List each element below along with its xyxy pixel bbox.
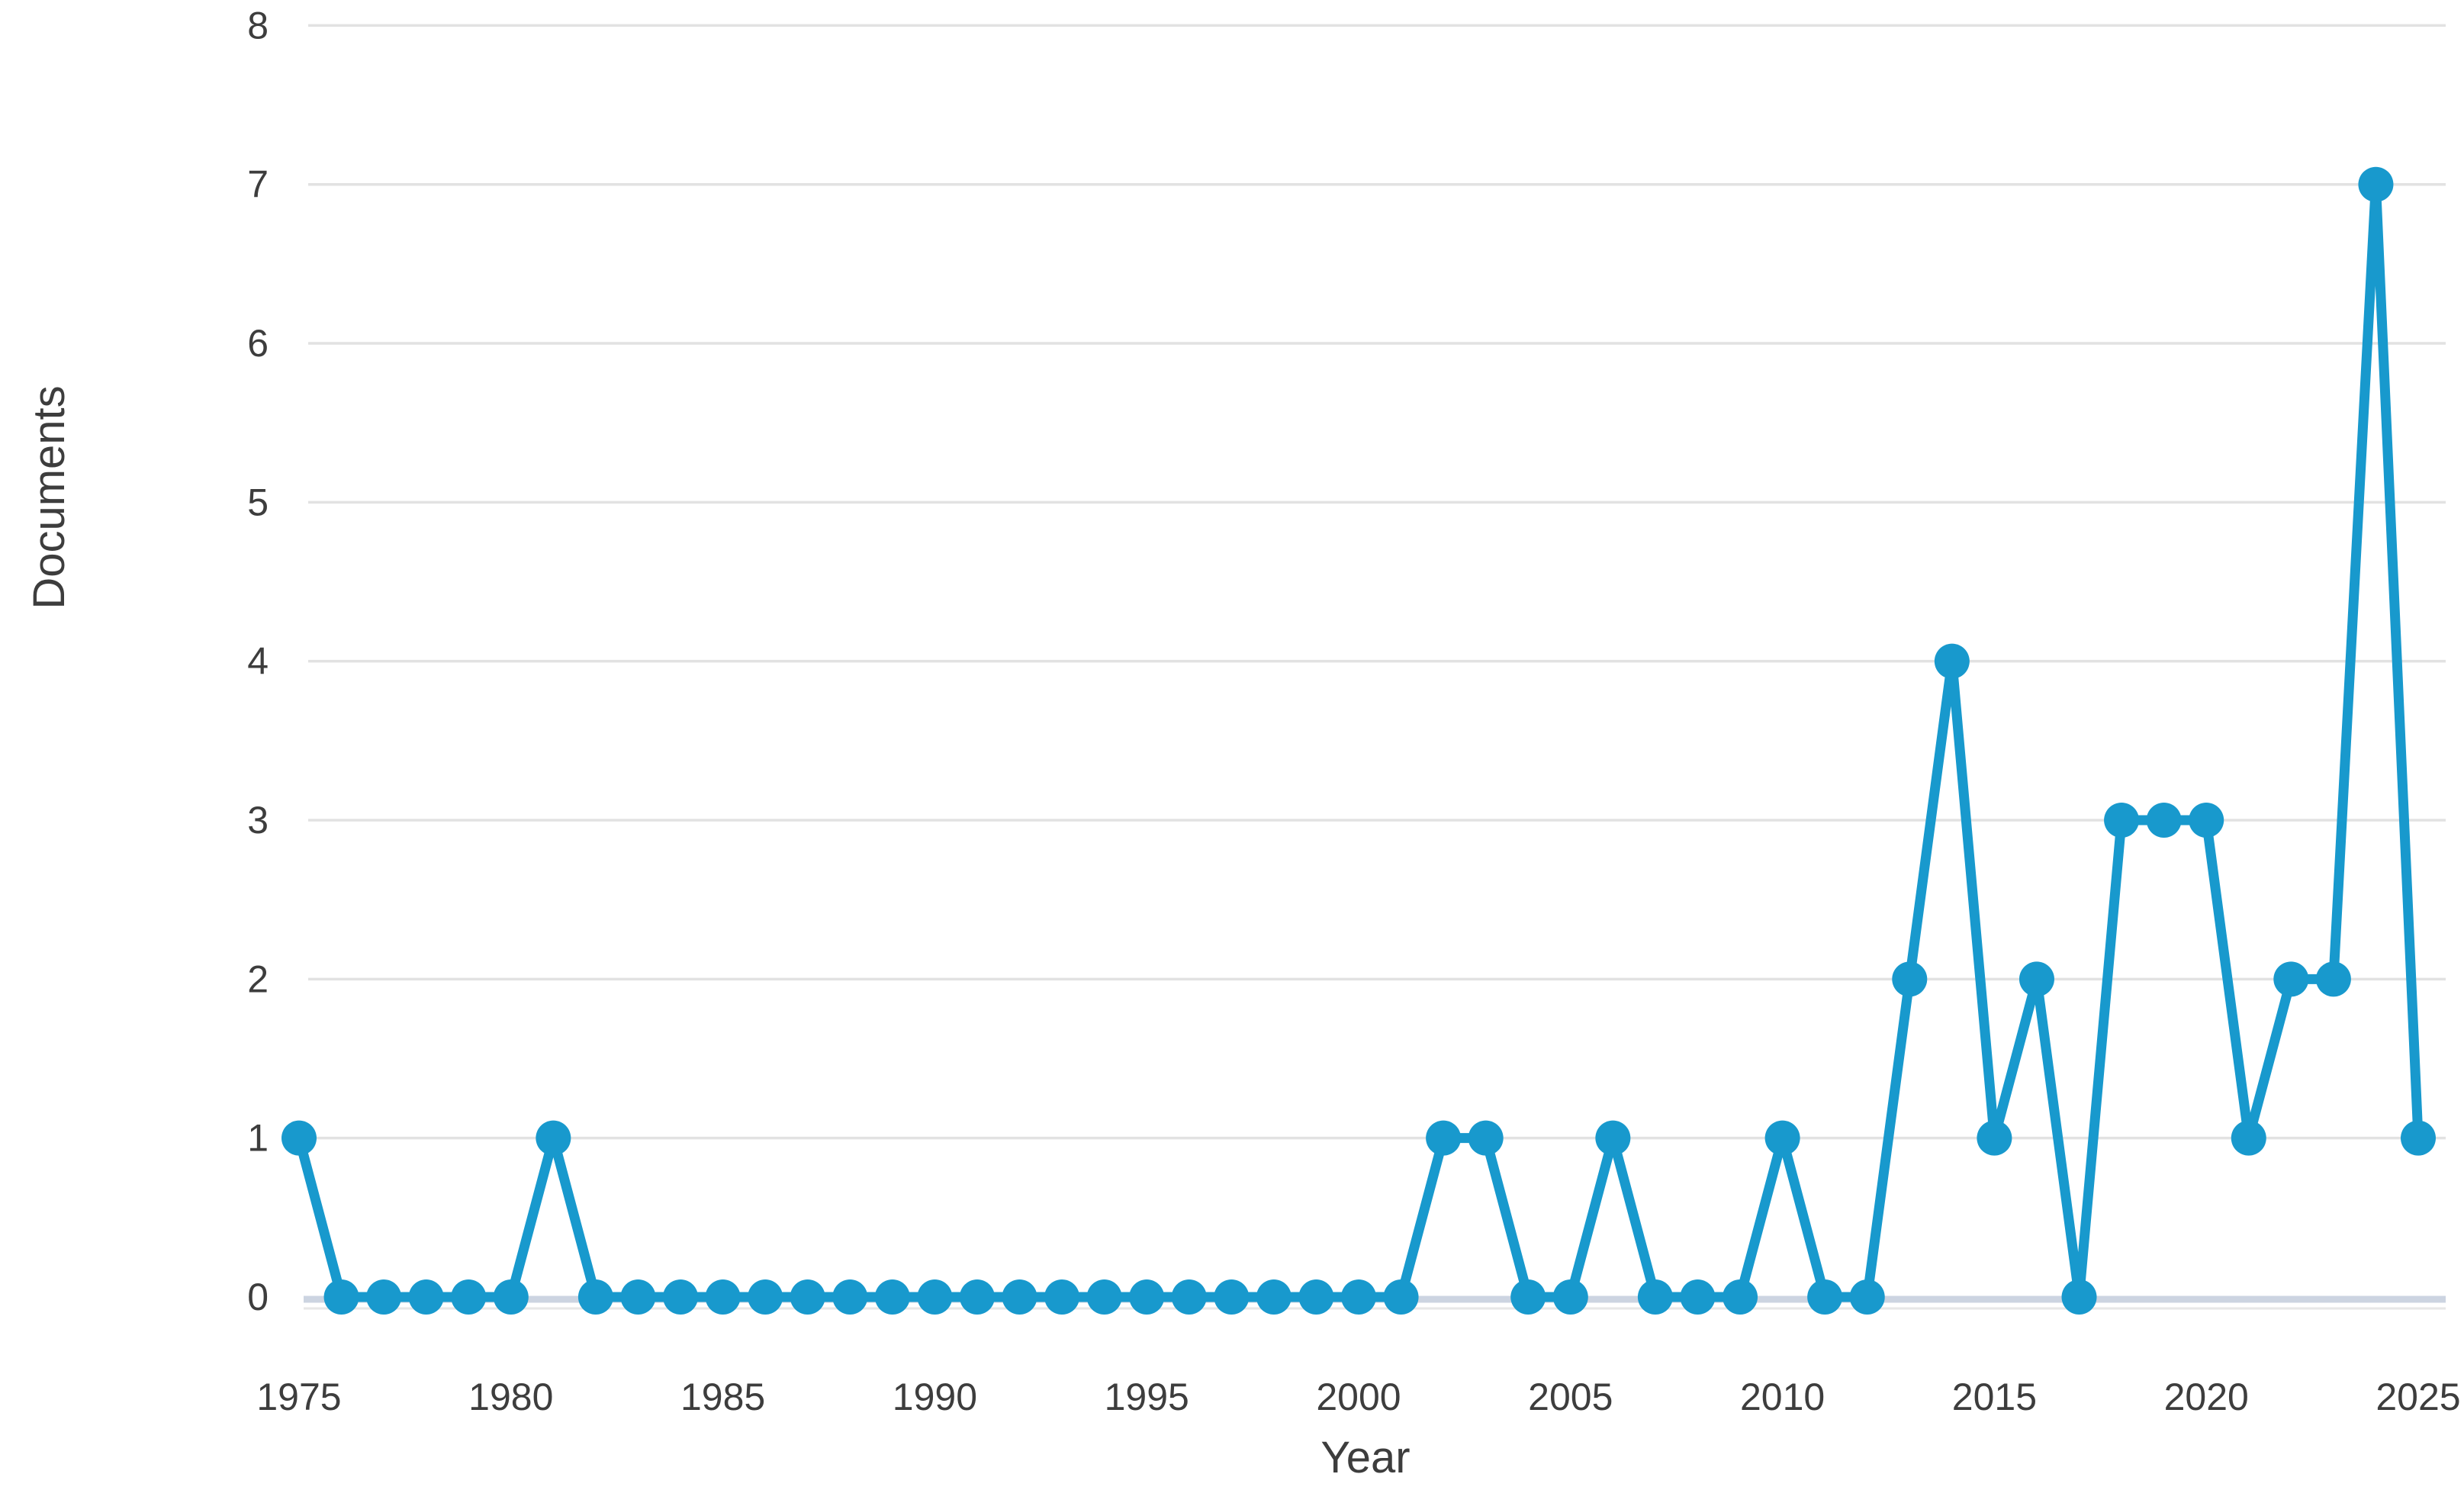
data-point-2014[interactable] [1934, 643, 1970, 679]
data-point-1988[interactable] [832, 1279, 868, 1315]
data-point-1998[interactable] [1256, 1279, 1292, 1315]
data-point-2024[interactable] [2358, 166, 2394, 202]
data-point-1975[interactable] [281, 1120, 317, 1156]
data-point-1979[interactable] [451, 1279, 487, 1315]
data-point-1990[interactable] [917, 1279, 953, 1315]
data-point-2017[interactable] [2061, 1279, 2097, 1315]
x-tick-label-2020: 2020 [2164, 1376, 2249, 1418]
x-tick-label-1995: 1995 [1105, 1376, 1189, 1418]
data-point-1991[interactable] [959, 1279, 995, 1315]
data-point-2016[interactable] [2018, 961, 2054, 997]
data-point-2018[interactable] [2104, 803, 2140, 838]
data-point-2013[interactable] [1892, 961, 1928, 997]
data-point-2025[interactable] [2401, 1120, 2436, 1156]
data-point-2002[interactable] [1426, 1120, 1462, 1156]
data-point-2008[interactable] [1680, 1279, 1716, 1315]
data-point-1980[interactable] [493, 1279, 529, 1315]
gridlines-group [308, 24, 2446, 1140]
x-tick-label-2025: 2025 [2376, 1376, 2460, 1418]
data-point-2021[interactable] [2231, 1120, 2266, 1156]
data-point-1996[interactable] [1171, 1279, 1207, 1315]
data-point-2003[interactable] [1468, 1120, 1504, 1156]
x-tick-label-2005: 2005 [1528, 1376, 1613, 1418]
data-point-2001[interactable] [1383, 1279, 1419, 1315]
data-point-2022[interactable] [2273, 961, 2309, 997]
data-point-1984[interactable] [663, 1279, 699, 1315]
x-tick-label-1990: 1990 [893, 1376, 977, 1418]
data-point-2000[interactable] [1341, 1279, 1376, 1315]
y-tick-label-3: 3 [247, 799, 269, 842]
y-tick-label-4: 4 [247, 640, 269, 683]
data-point-2019[interactable] [2146, 803, 2182, 838]
x-axis-title: Year [1320, 1433, 1410, 1482]
data-point-2023[interactable] [2315, 961, 2351, 997]
data-point-2007[interactable] [1637, 1279, 1673, 1315]
data-point-1983[interactable] [620, 1279, 656, 1315]
x-tick-label-2000: 2000 [1316, 1376, 1401, 1418]
data-point-1986[interactable] [748, 1279, 783, 1315]
data-point-1989[interactable] [874, 1279, 910, 1315]
y-tick-label-1: 1 [247, 1117, 269, 1160]
data-point-2004[interactable] [1510, 1279, 1546, 1315]
x-tick-label-1980: 1980 [468, 1376, 553, 1418]
data-point-2005[interactable] [1552, 1279, 1588, 1315]
y-tick-label-0: 0 [247, 1276, 269, 1318]
y-tick-label-6: 6 [247, 322, 269, 365]
data-point-1985[interactable] [705, 1279, 741, 1315]
x-tick-label-1975: 1975 [256, 1376, 341, 1418]
data-point-1978[interactable] [408, 1279, 444, 1315]
data-point-1999[interactable] [1298, 1279, 1334, 1315]
data-point-2020[interactable] [2189, 803, 2224, 838]
y-axis-tick-labels: 0 1 2 3 4 5 6 7 8 [247, 4, 269, 1318]
y-tick-label-2: 2 [247, 957, 269, 1000]
data-point-1992[interactable] [1002, 1279, 1037, 1315]
documents-trend-line [294, 179, 2424, 1302]
data-point-2012[interactable] [1849, 1279, 1885, 1315]
y-axis-title: Documents [24, 385, 74, 609]
data-point-1995[interactable] [1129, 1279, 1165, 1315]
x-tick-label-2010: 2010 [1740, 1376, 1825, 1418]
y-tick-label-5: 5 [247, 481, 269, 523]
data-point-1982[interactable] [577, 1279, 613, 1315]
y-tick-label-8: 8 [247, 4, 269, 47]
data-point-2015[interactable] [1977, 1120, 2012, 1156]
data-series-group [281, 166, 2436, 1315]
data-point-1987[interactable] [790, 1279, 825, 1315]
y-tick-label-7: 7 [247, 163, 269, 206]
data-point-1997[interactable] [1214, 1279, 1250, 1315]
data-point-1981[interactable] [536, 1120, 571, 1156]
data-point-2006[interactable] [1595, 1120, 1631, 1156]
x-tick-label-1985: 1985 [680, 1376, 765, 1418]
data-point-2009[interactable] [1723, 1279, 1758, 1315]
data-point-1976[interactable] [323, 1279, 359, 1315]
data-point-1994[interactable] [1086, 1279, 1122, 1315]
x-tick-label-2015: 2015 [1952, 1376, 2037, 1418]
x-axis-tick-labels: 1975 1980 1985 1990 1995 2000 2005 2010 2015 2020… [256, 1376, 2460, 1418]
data-point-2011[interactable] [1807, 1279, 1843, 1315]
data-point-1977[interactable] [366, 1279, 402, 1315]
data-point-1993[interactable] [1044, 1279, 1080, 1315]
data-point-2010[interactable] [1764, 1120, 1800, 1156]
